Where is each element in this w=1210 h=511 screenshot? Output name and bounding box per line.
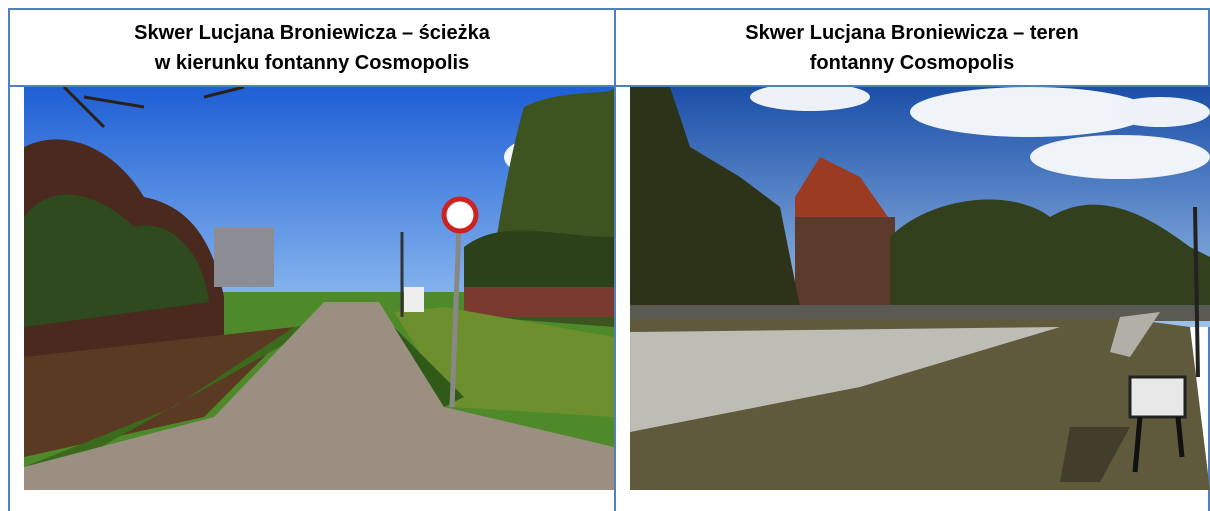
header-cell: Skwer Lucjana Broniewicza – teren fontan… bbox=[616, 10, 1208, 85]
photo-fountain-area bbox=[630, 87, 1210, 490]
header-cell: Skwer Lucjana Broniewicza – ścieżka w ki… bbox=[10, 10, 614, 85]
header-line: w kierunku fontanny Cosmopolis bbox=[155, 48, 469, 78]
header-line: fontanny Cosmopolis bbox=[810, 48, 1014, 78]
photo-park-path bbox=[24, 87, 614, 490]
page: Skwer Lucjana Broniewicza – ścieżka w ki… bbox=[0, 0, 1210, 511]
header-line: Skwer Lucjana Broniewicza – teren bbox=[745, 18, 1078, 48]
header-line: Skwer Lucjana Broniewicza – ścieżka bbox=[134, 18, 490, 48]
